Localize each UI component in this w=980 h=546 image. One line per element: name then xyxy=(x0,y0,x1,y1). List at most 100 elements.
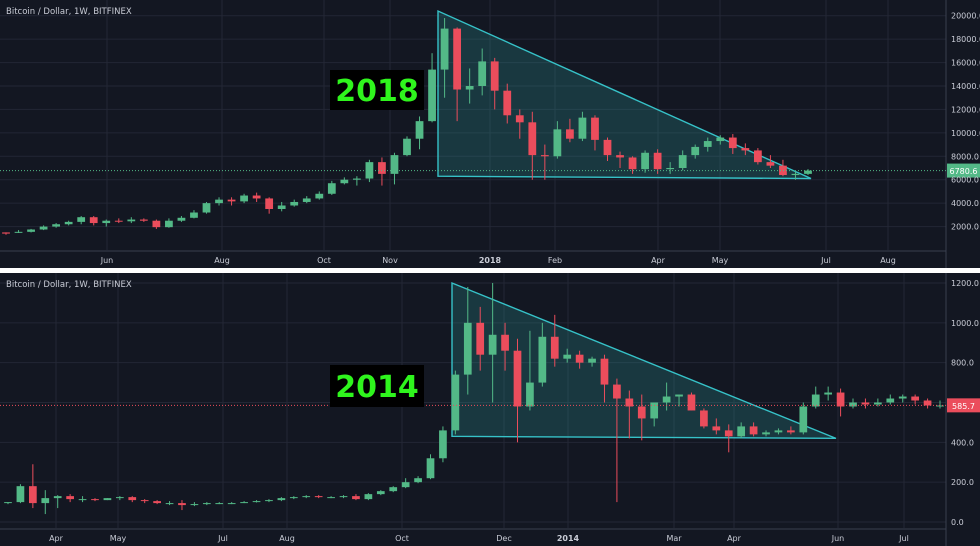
candle-body xyxy=(78,499,87,501)
candle xyxy=(603,137,612,161)
candle xyxy=(66,494,74,503)
y-tick-label: 8000.0 xyxy=(951,152,979,161)
candle-body xyxy=(625,398,634,407)
y-tick-label: 20000.0 xyxy=(951,12,980,21)
candle-body xyxy=(650,402,659,419)
candle xyxy=(861,398,870,409)
candle-body xyxy=(849,402,857,407)
candle xyxy=(787,426,795,435)
candle xyxy=(414,476,422,484)
candle xyxy=(178,500,186,511)
candle-body xyxy=(453,28,462,90)
candle xyxy=(403,136,411,157)
x-tick-label: Aug xyxy=(880,256,896,265)
candle-body xyxy=(290,201,299,206)
x-tick-label: Mar xyxy=(666,534,682,543)
candle-body xyxy=(289,497,298,499)
candle xyxy=(700,408,708,429)
candle xyxy=(791,171,800,180)
candle-body xyxy=(53,496,62,499)
candle xyxy=(886,394,895,405)
candle xyxy=(115,496,124,501)
panel-divider xyxy=(0,268,980,273)
candle-body xyxy=(240,195,248,202)
candle-body xyxy=(501,334,509,351)
candle-body xyxy=(440,28,449,70)
candle xyxy=(29,464,37,509)
candle xyxy=(77,216,86,225)
candle-body xyxy=(728,137,737,149)
candle-body xyxy=(478,61,487,86)
candle xyxy=(2,232,10,235)
candle-body xyxy=(874,402,882,405)
candle xyxy=(563,348,572,363)
candle xyxy=(389,486,398,493)
candle xyxy=(114,218,123,224)
candle-body xyxy=(613,384,621,399)
chart-title: Bitcoin / Dollar, 1W, BITFINEX xyxy=(6,280,132,290)
candle xyxy=(64,220,73,226)
candle-body xyxy=(327,497,335,499)
y-tick-label: 0.0 xyxy=(951,518,964,527)
candle xyxy=(628,156,637,174)
candle-body xyxy=(165,220,173,228)
last-price-label: 6780.6 xyxy=(950,167,978,176)
candle-body xyxy=(277,205,286,209)
candle xyxy=(215,197,223,206)
candle xyxy=(165,501,174,506)
candle xyxy=(202,201,211,214)
candle-body xyxy=(378,162,386,174)
candle xyxy=(27,228,35,233)
grid xyxy=(0,0,946,250)
candle-body xyxy=(526,382,534,407)
last-price-tag xyxy=(947,398,980,413)
candle-body xyxy=(936,405,944,407)
candle xyxy=(364,493,373,501)
x-tick-label: Jun xyxy=(831,534,845,543)
candle-body xyxy=(415,121,424,139)
candle-body xyxy=(302,496,311,498)
candle-body xyxy=(923,400,932,406)
candle-body xyxy=(700,410,708,427)
candle xyxy=(302,495,311,499)
y-tick-label: 14000.0 xyxy=(951,82,980,91)
candle-body xyxy=(653,152,662,170)
y-tick-label: 1200.0 xyxy=(951,279,979,288)
x-tick-label: Apr xyxy=(49,534,64,543)
candle xyxy=(538,322,547,387)
candle xyxy=(127,217,136,224)
candle xyxy=(302,196,311,204)
candle-body xyxy=(528,122,537,156)
last-price-tag xyxy=(947,163,980,178)
candle-body xyxy=(675,394,683,397)
candle xyxy=(265,499,273,503)
candle-body xyxy=(153,501,161,504)
x-tick-label: Nov xyxy=(382,256,398,265)
candle-body xyxy=(550,336,559,359)
candle-body xyxy=(703,141,712,147)
candle-body xyxy=(488,334,497,355)
candle-body xyxy=(439,430,447,459)
candle xyxy=(737,422,746,439)
candle-body xyxy=(376,491,385,495)
x-tick-label: Dec xyxy=(496,534,511,543)
candle-body xyxy=(600,358,609,385)
candle-body xyxy=(861,402,870,405)
candle xyxy=(426,454,435,480)
candle-body xyxy=(227,199,236,202)
y-tick-label: 6000.0 xyxy=(951,176,979,185)
candle xyxy=(352,494,360,501)
candle-body xyxy=(178,503,186,506)
candle xyxy=(600,354,609,403)
candle xyxy=(153,500,161,505)
x-tick-label: Aug xyxy=(214,256,230,265)
candle xyxy=(415,116,424,150)
candle xyxy=(513,338,522,443)
candle-body xyxy=(389,487,398,492)
y-tick-label: 16000.0 xyxy=(951,59,980,68)
candle xyxy=(89,216,98,226)
candle xyxy=(39,225,48,231)
candle xyxy=(749,422,758,437)
candle-body xyxy=(641,152,649,170)
candle xyxy=(836,388,845,417)
